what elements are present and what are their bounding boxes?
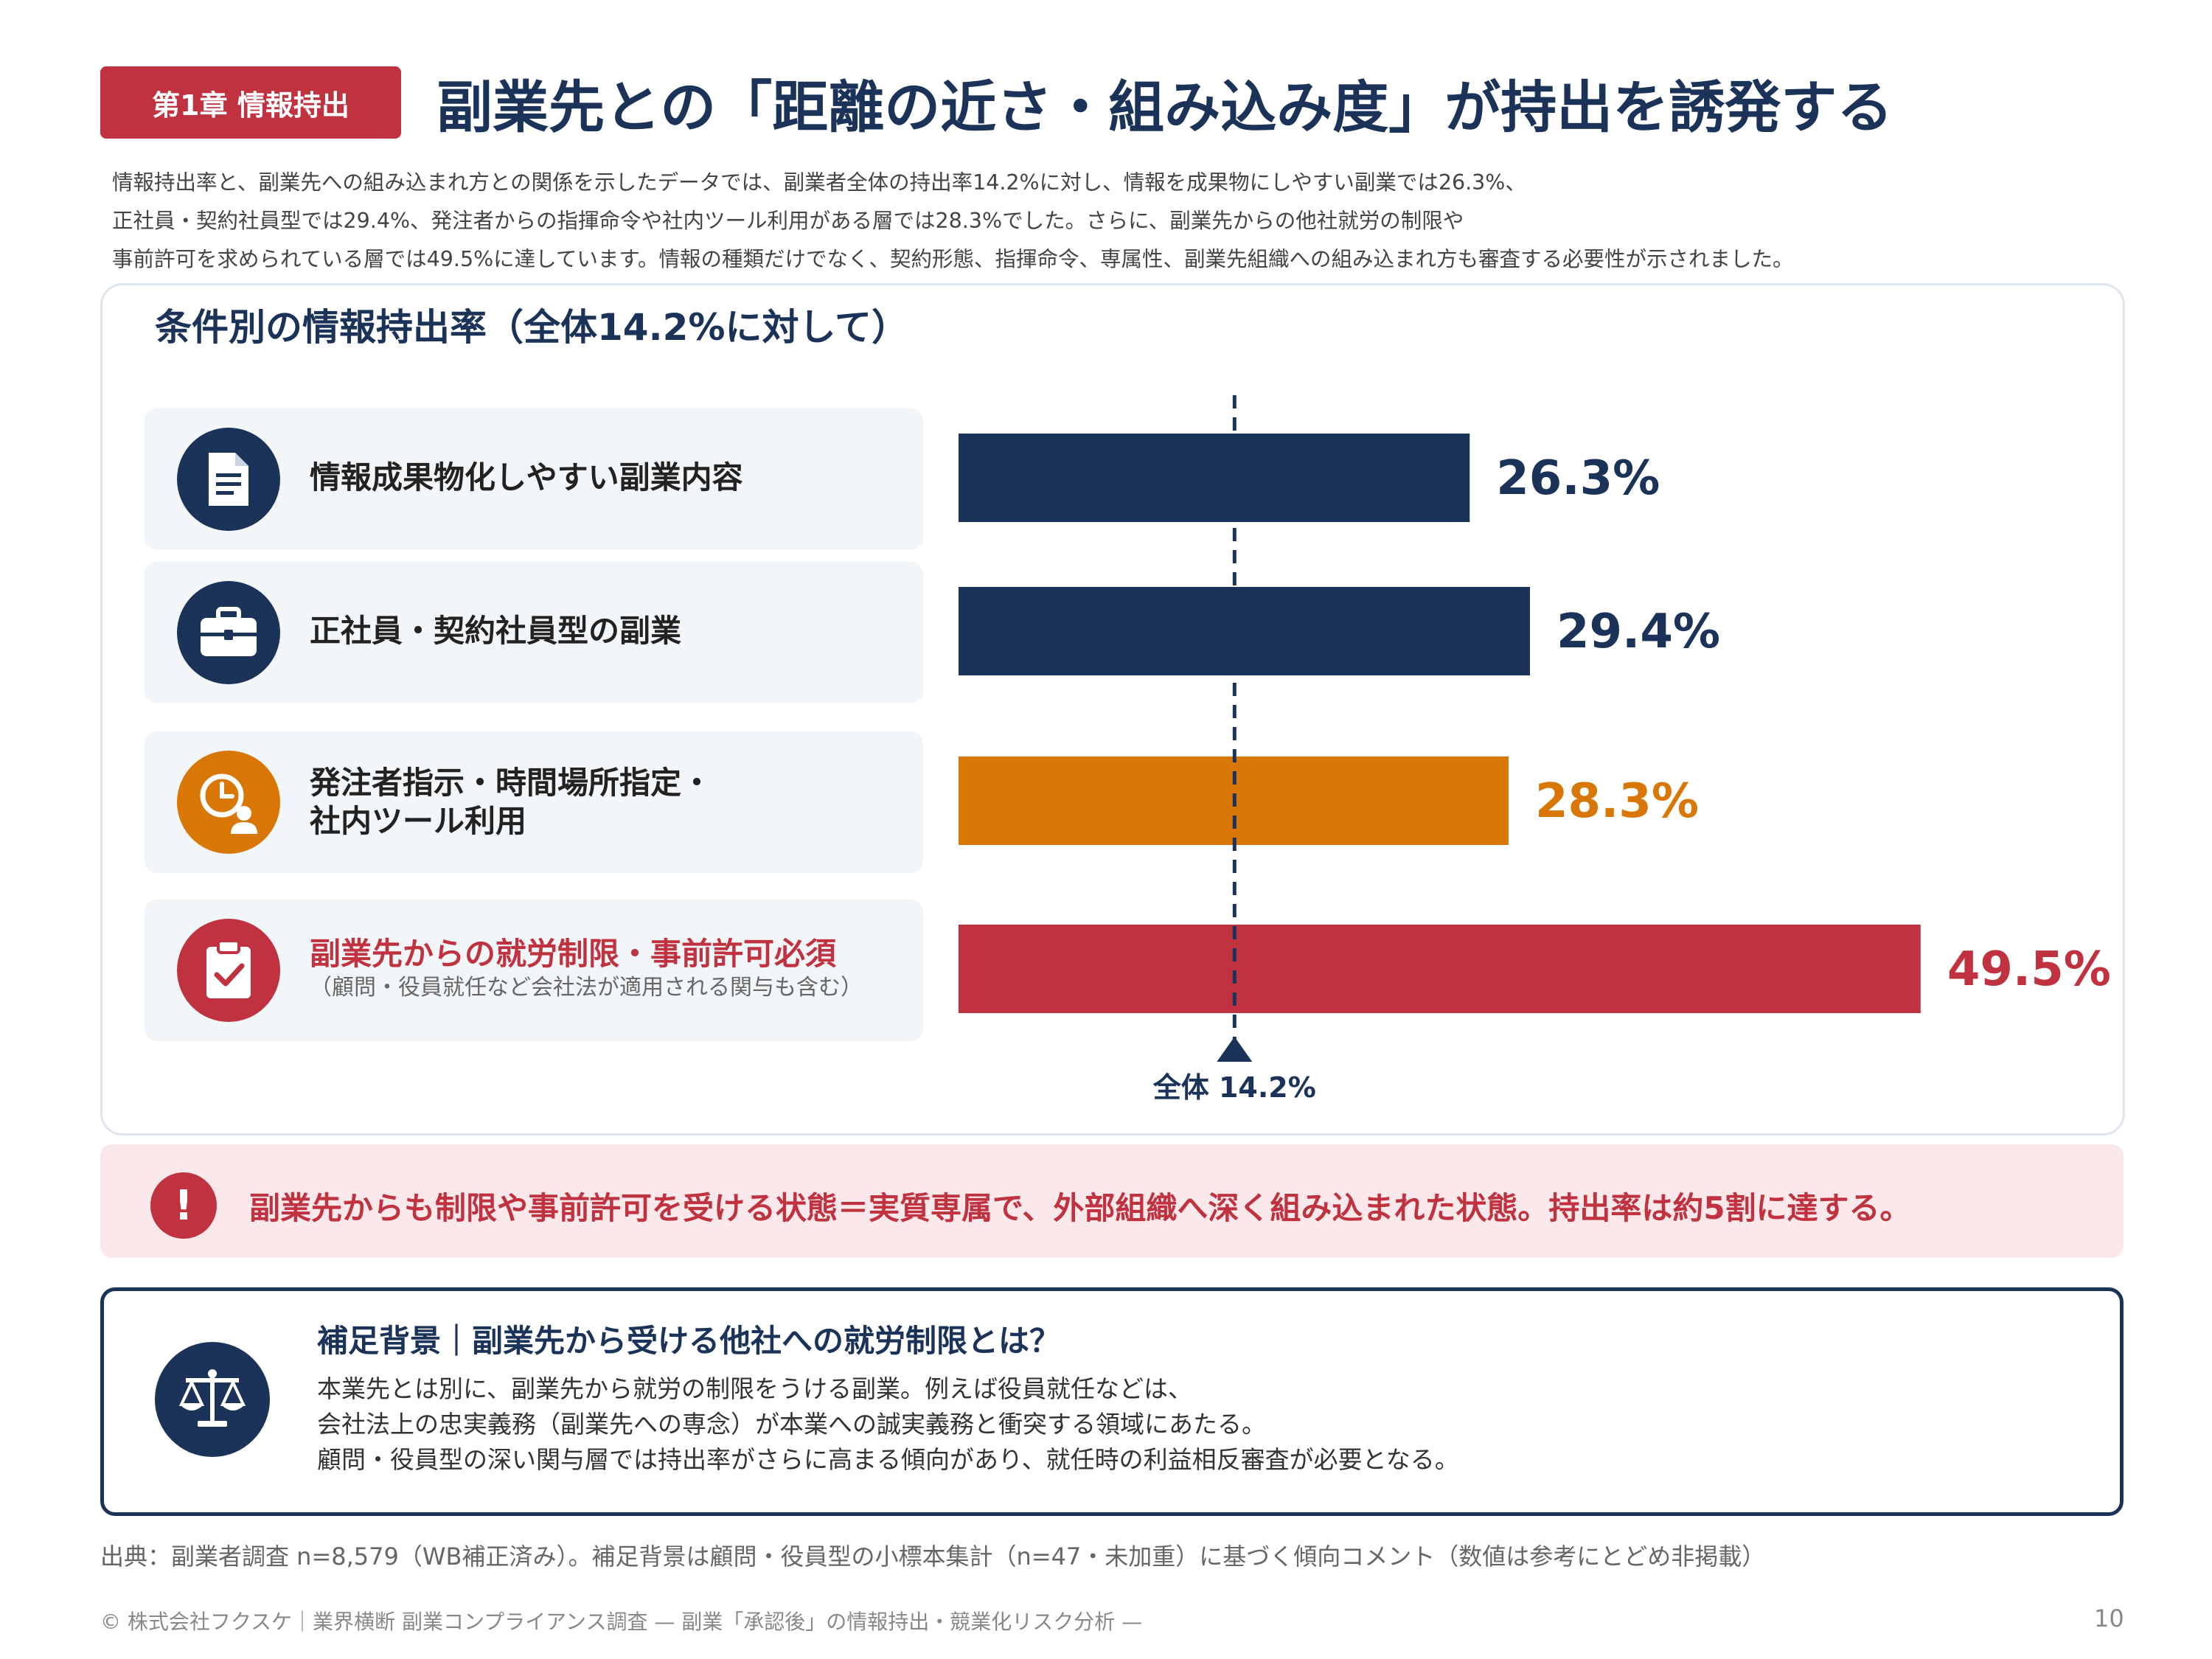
supplement-box (100, 1287, 2124, 1516)
chapter-badge: 第1章 情報持出 (100, 66, 401, 139)
scales-icon (178, 1369, 246, 1427)
row-label: 情報成果物化しやすい副業内容 (310, 459, 743, 497)
row-label-line: 社内ツール利用 (310, 803, 527, 839)
source-note: 出典：副業者調査 n=8,579（WB補正済み）。補足背景は顧問・役員型の小標本… (100, 1543, 1766, 1571)
row-label-line: 副業先からの就労制限・事前許可必須 (310, 936, 837, 972)
supplement-body: 本業先とは別に、副業先から就労の制限をうける副業。例えば役員就任などは、 会社法… (317, 1371, 1459, 1478)
row-icon-circle (177, 581, 280, 684)
page-title: 副業先との「距離の近さ・組み込み度」が持出を誘発する (437, 74, 1893, 140)
page-number: 10 (2094, 1604, 2124, 1632)
briefcase-icon (201, 607, 257, 656)
alert-box (100, 1144, 2124, 1258)
alert-text: 副業先からも制限や事前許可を受ける状態＝実質専属で、外部組織へ深く組み込まれた状… (249, 1189, 1911, 1226)
supplement-line: 会社法上の忠実義務（副業先への専念）が本業への誠実義務と衝突する領域にあたる。 (317, 1410, 1266, 1439)
supplement-line: 本業先とは別に、副業先から就労の制限をうける副業。例えば役員就任などは、 (317, 1374, 1193, 1403)
document-icon (209, 453, 248, 506)
row-label: 副業先からの就労制限・事前許可必須 （顧問・役員就任など会社法が適用される関与も… (310, 935, 863, 1003)
scales-icon-circle (155, 1342, 270, 1457)
supplement-line: 顧問・役員型の深い関与層では持出率がさらに高まる傾向があり、就任時の利益相反審査… (317, 1445, 1459, 1474)
chart-title: 条件別の情報持出率（全体14.2%に対して） (155, 306, 908, 349)
exclamation-icon: ! (150, 1172, 217, 1239)
row-icon-circle (177, 919, 280, 1022)
intro-line: 情報持出率と、副業先への組み込まれ方との関係を示したデータでは、副業者全体の持出… (112, 170, 1526, 195)
intro-line: 正社員・契約社員型では29.4%、発注者からの指揮命令や社内ツール利用がある層で… (112, 209, 1464, 233)
footer-text: © 株式会社フクスケ｜業界横断 副業コンプライアンス調査 — 副業「承認後」の情… (100, 1610, 1143, 1634)
row-sublabel: （顧問・役員就任など会社法が適用される関与も含む） (310, 975, 863, 1001)
row-icon-circle (177, 428, 280, 531)
intro-line: 事前許可を求められている層では49.5%に達しています。情報の種類だけでなく、契… (112, 247, 1794, 271)
intro-text: 情報持出率と、副業先への組み込まれ方との関係を示したデータでは、副業者全体の持出… (112, 164, 2147, 279)
row-label: 発注者指示・時間場所指定・ 社内ツール利用 (310, 764, 712, 841)
row-label-line: 正社員・契約社員型の副業 (310, 613, 682, 649)
clock-person-icon (200, 773, 257, 834)
row-label: 正社員・契約社員型の副業 (310, 612, 681, 650)
row-label-line: 発注者指示・時間場所指定・ (310, 765, 713, 801)
row-icon-circle (177, 751, 280, 854)
clipboard-check-icon (206, 939, 251, 998)
supplement-title: 補足背景｜副業先から受ける他社への就労制限とは？ (317, 1322, 1061, 1359)
row-label-line: 情報成果物化しやすい副業内容 (310, 459, 743, 495)
